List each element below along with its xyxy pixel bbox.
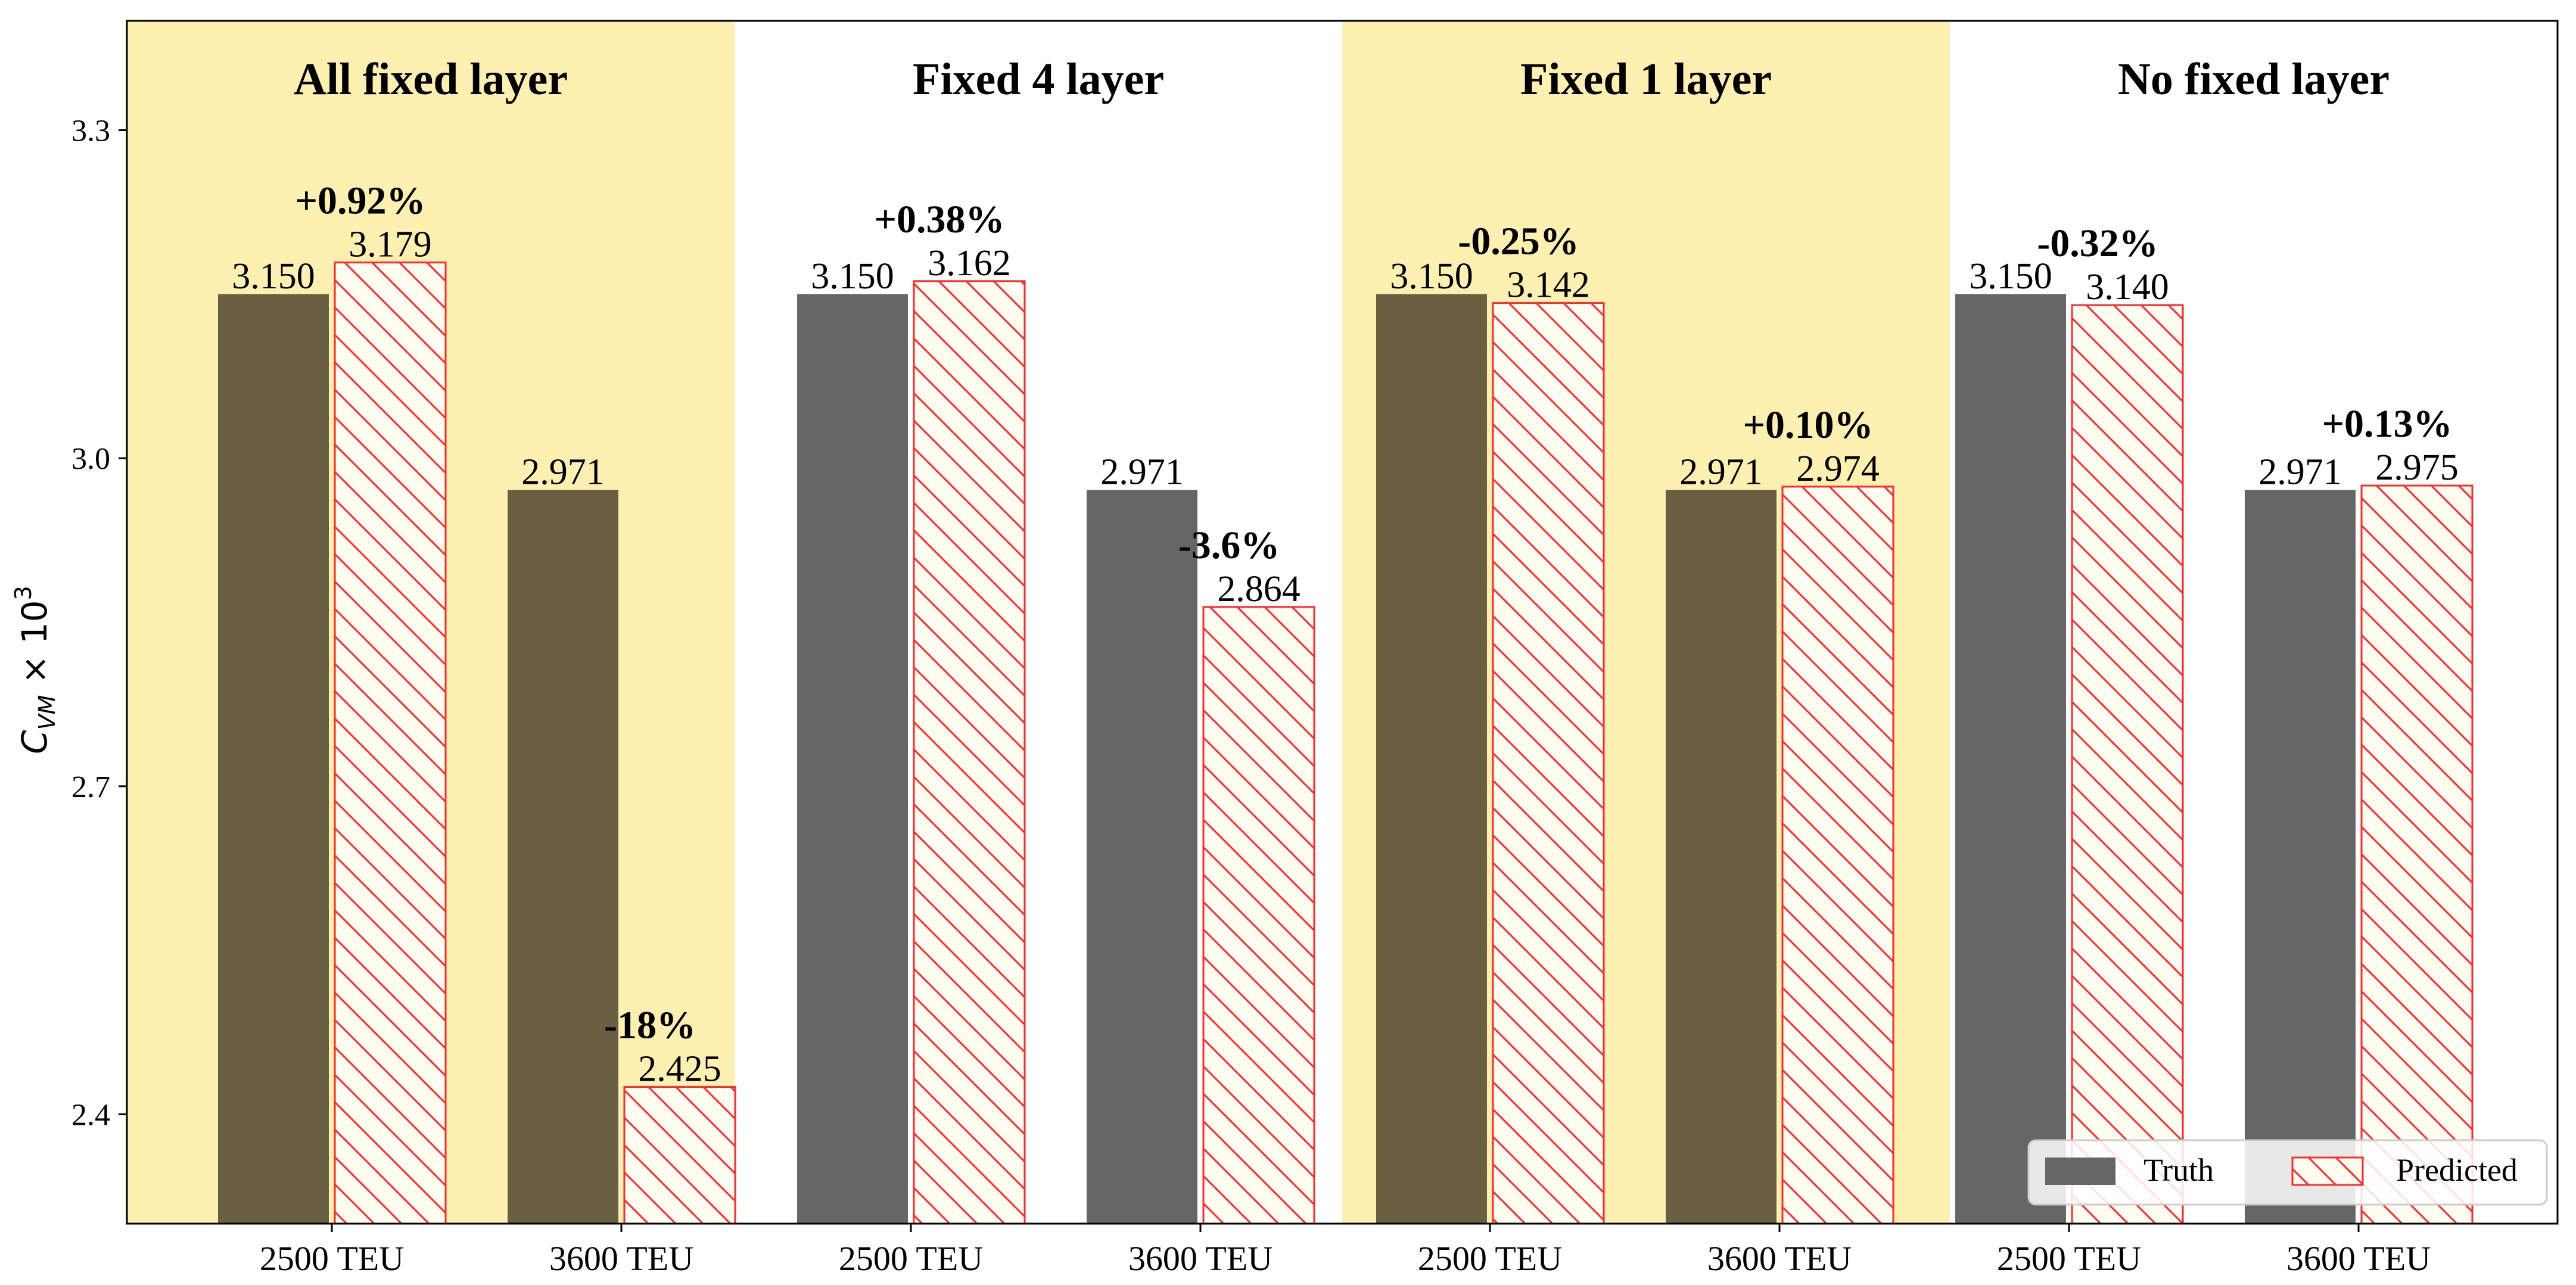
legend-swatch-predicted [2291, 1156, 2364, 1186]
bar-truth [797, 294, 908, 1224]
predicted-value-label: 3.162 [928, 243, 1011, 284]
bar-predicted [334, 262, 447, 1225]
legend-label-truth: Truth [2143, 1152, 2214, 1188]
bars [218, 262, 2474, 1225]
truth-value-label: 3.150 [1969, 256, 2052, 297]
x-tick-label: 3600 TEU [1128, 1239, 1273, 1278]
predicted-value-label: 2.864 [1217, 569, 1301, 609]
truth-value-label: 2.971 [1100, 452, 1184, 492]
x-tick-label: 2500 TEU [839, 1239, 983, 1278]
bar-truth [1376, 294, 1487, 1224]
bar-predicted [1781, 486, 1894, 1225]
bar-predicted [623, 1086, 736, 1225]
x-tick-label: 3600 TEU [549, 1239, 693, 1278]
truth-value-label: 2.971 [2258, 452, 2342, 492]
bar-predicted [1202, 606, 1315, 1225]
error-percent-label: +0.10% [1743, 403, 1873, 447]
x-tick-label: 3600 TEU [1707, 1239, 1852, 1278]
x-tick-label: 2500 TEU [260, 1239, 404, 1278]
predicted-value-label: 2.975 [2375, 447, 2459, 488]
legend-box [2027, 1139, 2548, 1206]
error-percent-label: -0.32% [2037, 222, 2158, 265]
y-tick-label: 2.7 [71, 770, 110, 804]
bar-truth [1087, 490, 1197, 1224]
x-tick-label: 2500 TEU [1418, 1239, 1562, 1278]
bar-predicted [1492, 302, 1605, 1225]
error-percent-label: +0.13% [2322, 402, 2452, 446]
x-tick-label: 3600 TEU [2286, 1239, 2431, 1278]
group-title: Fixed 1 layer [1520, 54, 1772, 104]
truth-value-label: 3.150 [811, 256, 894, 297]
value-labels: All fixed layer 3.150 3.179+0.92% 2.971 2.42… [232, 54, 2459, 1090]
legend-label-predicted: Predicted [2396, 1152, 2518, 1188]
error-percent-label: -0.25% [1458, 220, 1579, 263]
truth-value-label: 3.150 [1390, 256, 1473, 297]
bar-predicted [2071, 304, 2184, 1225]
legend-swatch-truth [2045, 1158, 2115, 1185]
predicted-value-label: 2.425 [638, 1049, 721, 1090]
predicted-value-label: 3.179 [349, 225, 432, 265]
x-tick-label: 2500 TEU [1997, 1239, 2141, 1278]
y-tick-label: 2.4 [71, 1098, 110, 1132]
error-percent-label: -3.6% [1178, 524, 1280, 567]
truth-value-label: 2.971 [1679, 452, 1763, 492]
bar-predicted [913, 280, 1026, 1225]
legend: Truth Predicted [2027, 1139, 2548, 1206]
bar-truth [1955, 294, 2066, 1224]
group-title: Fixed 4 layer [913, 54, 1164, 104]
predicted-value-label: 3.142 [1507, 265, 1590, 306]
truth-value-label: 3.150 [232, 256, 315, 297]
y-tick-label: 3.0 [71, 442, 110, 476]
y-tick-label: 3.3 [71, 114, 110, 148]
y-axis-label: CVM × 103 [10, 586, 60, 754]
axes: 2500 TEU 3600 TEU 2500 TEU 3600 TEU 2500 TEU… [71, 114, 2431, 1278]
bar-predicted [2360, 484, 2474, 1225]
bar-truth [508, 490, 618, 1224]
error-percent-label: +0.92% [295, 179, 425, 223]
error-percent-label: -18% [604, 1004, 696, 1047]
bar-truth [2245, 490, 2356, 1224]
plot-frame [126, 20, 2559, 1225]
group-title: All fixed layer [294, 54, 568, 104]
predicted-value-label: 2.974 [1796, 449, 1880, 489]
truth-value-label: 2.971 [521, 452, 605, 492]
bar-truth [1666, 490, 1777, 1224]
bar-truth [218, 294, 329, 1224]
error-percent-label: +0.38% [874, 198, 1004, 241]
predicted-value-label: 3.140 [2086, 267, 2169, 307]
group-title: No fixed layer [2118, 54, 2390, 104]
